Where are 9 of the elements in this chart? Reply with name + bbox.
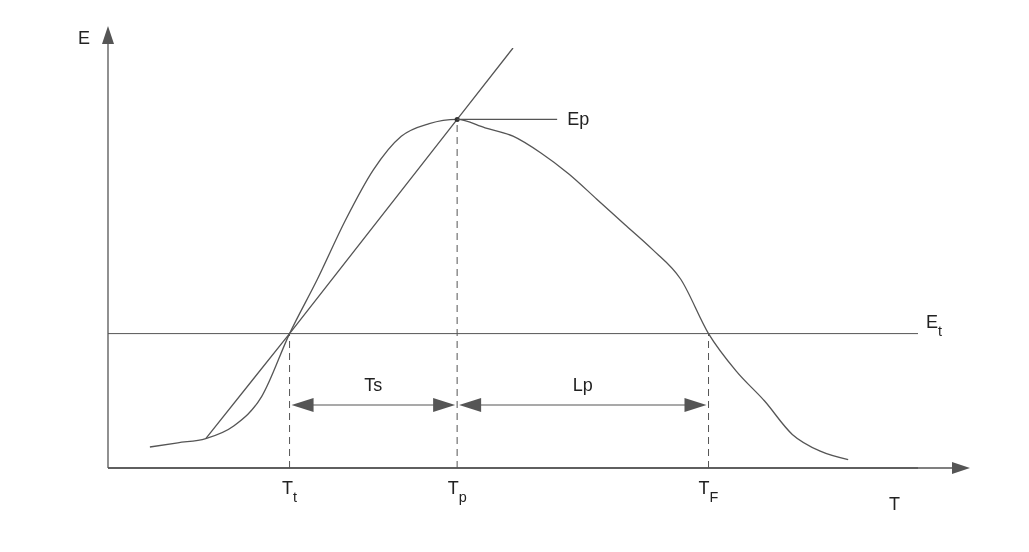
annotation: Ep — [567, 109, 590, 130]
ref-line-label: E$_{t}$ — [926, 311, 943, 339]
x-tick-label: T$_{F}$ — [698, 478, 719, 505]
x-tick-label: T$_{t}$ — [282, 478, 298, 505]
x-tick-label: T$_{p}$ — [447, 478, 467, 505]
annotation: Ts — [364, 375, 383, 395]
y-axis-title: E — [78, 28, 91, 48]
annotation: Lp — [572, 375, 593, 395]
x-axis-title: T — [889, 494, 900, 514]
